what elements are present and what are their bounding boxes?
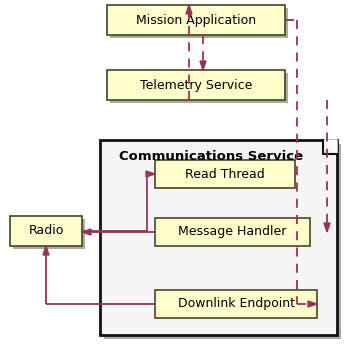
- Polygon shape: [324, 223, 330, 232]
- Bar: [13, 219, 85, 249]
- Text: Communications Service: Communications Service: [119, 150, 304, 163]
- Polygon shape: [308, 301, 317, 307]
- Bar: [107, 70, 285, 100]
- Polygon shape: [200, 61, 206, 70]
- Text: Radio: Radio: [28, 225, 64, 237]
- Polygon shape: [186, 5, 192, 14]
- Bar: [158, 163, 298, 191]
- Bar: [155, 160, 295, 188]
- Bar: [110, 73, 288, 103]
- Bar: [107, 5, 285, 35]
- Text: Read Thread: Read Thread: [185, 168, 265, 180]
- Text: Downlink Endpoint: Downlink Endpoint: [178, 297, 295, 311]
- Polygon shape: [43, 246, 49, 255]
- Bar: [158, 293, 320, 321]
- Bar: [158, 221, 313, 249]
- Polygon shape: [82, 229, 91, 235]
- Bar: [155, 290, 317, 318]
- Polygon shape: [323, 140, 337, 154]
- Polygon shape: [146, 171, 155, 177]
- Bar: [104, 144, 341, 339]
- Text: Message Handler: Message Handler: [178, 226, 287, 238]
- Text: Telemetry Service: Telemetry Service: [140, 78, 252, 92]
- Text: Mission Application: Mission Application: [136, 14, 256, 26]
- Bar: [100, 140, 337, 335]
- Bar: [10, 216, 82, 246]
- Bar: [155, 218, 310, 246]
- Bar: [110, 8, 288, 38]
